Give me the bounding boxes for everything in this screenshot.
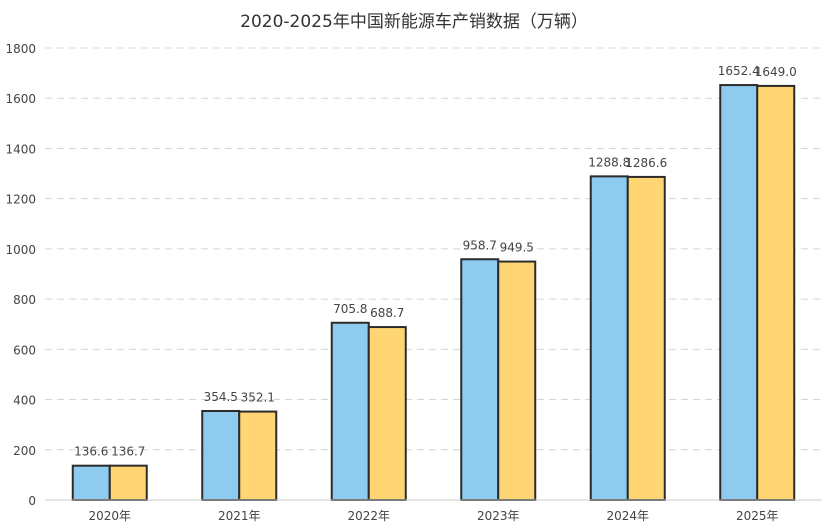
bar-sales (367, 326, 407, 501)
y-tick-label: 1000 (5, 243, 36, 257)
data-label: 354.5 (204, 390, 238, 404)
chart-title: 2020-2025年中国新能源车产销数据（万辆） (240, 12, 588, 32)
data-label: 958.7 (463, 238, 497, 252)
x-tick-label: 2025年 (736, 509, 779, 523)
y-tick-label: 800 (13, 293, 36, 307)
bar-production (719, 84, 759, 502)
data-label: 1649.0 (755, 65, 797, 79)
bar-production (201, 409, 241, 501)
x-tick-label: 2022年 (347, 509, 390, 523)
data-label: 136.6 (74, 445, 108, 459)
bar-sales (756, 84, 796, 501)
bar-production (71, 464, 111, 501)
x-tick-label: 2024年 (606, 509, 649, 523)
bar-sales (108, 464, 148, 502)
bar-sales (238, 410, 278, 501)
y-tick-label: 1200 (5, 193, 36, 207)
bars (71, 84, 796, 502)
y-tick-label: 600 (13, 343, 36, 357)
y-tick-label: 0 (28, 494, 36, 508)
y-tick-label: 400 (13, 394, 36, 408)
y-tick-label: 1400 (5, 142, 36, 156)
data-label: 1288.8 (588, 155, 630, 169)
bar-production (330, 321, 370, 501)
x-tick-label: 2020年 (88, 509, 131, 523)
bar-sales (626, 175, 666, 501)
data-label: 136.7 (111, 445, 145, 459)
data-label: 949.5 (500, 241, 534, 255)
data-label: 688.7 (370, 306, 404, 320)
bar-production (460, 258, 500, 501)
data-labels: 136.6 136.7 354.5 352.1 705.8 688.7 958.7 949.5… (74, 64, 797, 459)
data-label: 352.1 (241, 391, 275, 405)
y-tick-label: 1800 (5, 42, 36, 56)
x-tick-label: 2023年 (477, 509, 520, 523)
y-tick-label: 1600 (5, 92, 36, 106)
x-axis: 2020年 2021年 2022年 2023年 2024年 2025年 (45, 499, 822, 523)
gridlines (45, 47, 822, 451)
bar-sales (497, 260, 537, 501)
bar-production (589, 175, 629, 501)
y-axis: 0 200 400 600 800 1000 1200 1400 1600 1800 (5, 42, 36, 508)
y-tick-label: 200 (13, 444, 36, 458)
data-label: 705.8 (333, 302, 367, 316)
data-label: 1286.6 (625, 156, 667, 170)
data-label: 1652.4 (718, 64, 760, 78)
x-tick-label: 2021年 (218, 509, 261, 523)
